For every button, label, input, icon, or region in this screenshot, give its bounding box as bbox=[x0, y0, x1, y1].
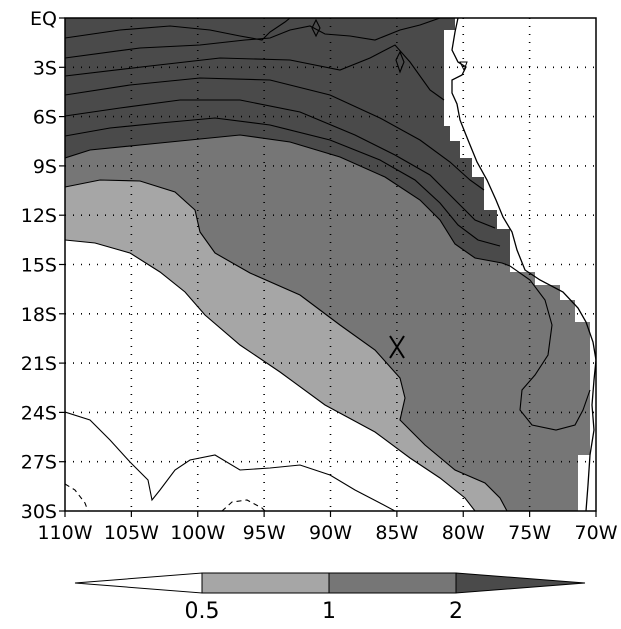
y-tick-label: 18S bbox=[21, 304, 57, 326]
dotted-grid bbox=[65, 18, 596, 511]
x-tick-label: 90W bbox=[309, 522, 352, 544]
plot-area bbox=[65, 18, 596, 511]
colorbar-seg-half bbox=[201, 572, 330, 594]
x-tick-label: 80W bbox=[442, 522, 485, 544]
colorbar-seg-one bbox=[328, 572, 457, 594]
x-tick-label: 110W bbox=[37, 522, 92, 544]
y-tick-label: 27S bbox=[21, 452, 57, 474]
y-axis-labels: EQ 3S 6S 9S 12S 15S 18S 21S 24S 27S 30S bbox=[21, 8, 57, 523]
axis-ticks bbox=[59, 17, 597, 517]
y-tick-label: 15S bbox=[21, 255, 57, 277]
x-marker bbox=[389, 335, 405, 359]
x-tick-label: 95W bbox=[243, 522, 286, 544]
x-tick-label: 105W bbox=[104, 522, 159, 544]
y-tick-label: 24S bbox=[21, 402, 57, 424]
y-tick-label: 9S bbox=[33, 156, 57, 178]
colorbar-label-2: 2 bbox=[449, 599, 463, 624]
coastline bbox=[451, 18, 596, 511]
y-tick-label: 12S bbox=[21, 205, 57, 227]
y-tick-label: 3S bbox=[33, 57, 57, 79]
colorbar-label-0: 0.5 bbox=[185, 599, 220, 624]
colorbar bbox=[74, 572, 586, 594]
x-tick-label: 75W bbox=[508, 522, 551, 544]
contour-lines bbox=[65, 18, 591, 511]
colorbar-seg-low bbox=[74, 572, 203, 594]
y-tick-label: 6S bbox=[33, 107, 57, 129]
x-tick-label: 100W bbox=[170, 522, 225, 544]
land-mask bbox=[444, 18, 596, 511]
island-outline bbox=[459, 61, 468, 72]
x-axis-labels: 110W 105W 100W 95W 90W 85W 80W 75W 70W bbox=[37, 522, 617, 544]
y-tick-label: 21S bbox=[21, 353, 57, 375]
colorbar-label-1: 1 bbox=[322, 599, 336, 624]
x-tick-label: 85W bbox=[375, 522, 418, 544]
negative-contours bbox=[65, 483, 266, 511]
colorbar-seg-high bbox=[455, 572, 586, 594]
y-tick-label: EQ bbox=[30, 8, 57, 30]
x-tick-label: 70W bbox=[575, 522, 618, 544]
y-tick-label: 30S bbox=[21, 501, 57, 523]
